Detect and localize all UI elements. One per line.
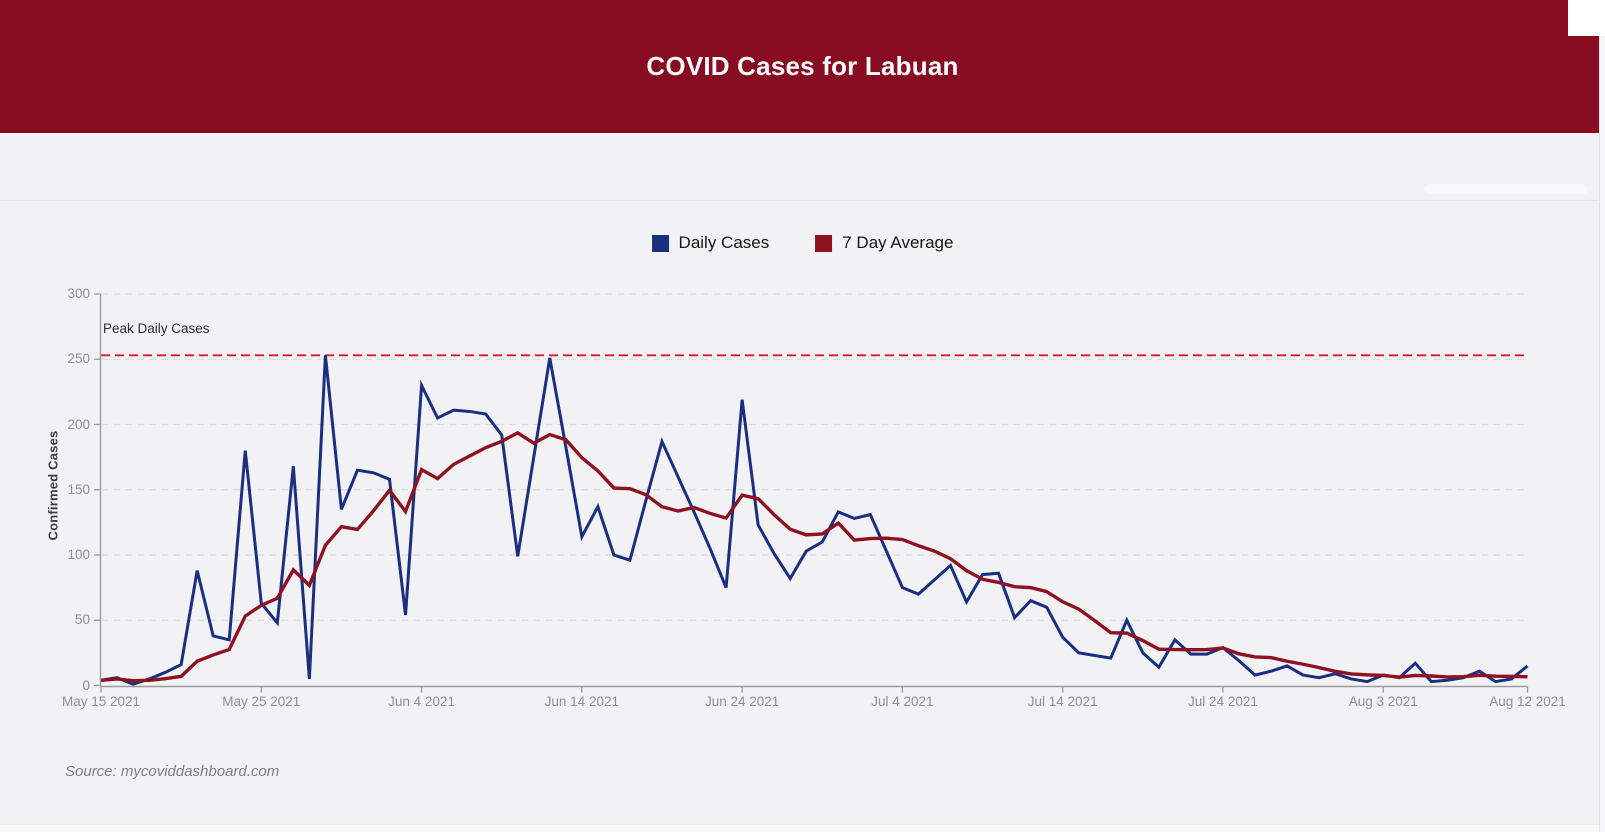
daily-cases-label: Daily Cases [678, 233, 770, 252]
peak-annotation-label: Peak Daily Cases [103, 321, 210, 336]
chart-legend: Daily Cases 7 Day Average [651, 233, 953, 253]
seven-day-average-label: 7 Day Average [842, 233, 954, 252]
bottom-divider [0, 824, 1599, 825]
y-tick-label: 200 [67, 416, 90, 432]
x-tick-label: Jun 14 2021 [544, 694, 619, 709]
daily-cases-line[interactable] [100, 355, 1529, 686]
x-tick-label: Jun 4 2021 [388, 694, 455, 709]
x-tick-label: Aug 3 2021 [1348, 694, 1418, 709]
daily-cases-swatch [651, 234, 669, 252]
legend-item-7-day-average[interactable]: 7 Day Average [815, 233, 953, 253]
y-tick-label: 0 [82, 677, 90, 693]
x-tick-label: May 25 2021 [222, 694, 301, 709]
legend-item-daily-cases[interactable]: Daily Cases [651, 233, 770, 253]
scrollbar-corner [1568, 0, 1605, 36]
x-tick-label: Jun 24 2021 [704, 694, 780, 709]
seven-day-average-line[interactable] [100, 430, 1528, 683]
x-tick-label: May 15 2021 [61, 694, 141, 709]
x-tick-label: Jul 4 2021 [871, 694, 934, 709]
y-tick-label: 250 [67, 351, 90, 367]
seven-day-average-swatch [815, 234, 833, 252]
header-banner: COVID Cases for Labuan [0, 0, 1605, 133]
source-caption: Source: mycoviddashboard.com [65, 763, 280, 780]
bottom-strip [0, 825, 1599, 832]
y-tick-label: 150 [67, 481, 90, 497]
x-tick-label: Aug 12 2021 [1489, 694, 1566, 709]
toolbar-placeholder [1424, 184, 1588, 194]
x-tick-label: Jul 14 2021 [1027, 694, 1098, 709]
y-tick-label: 100 [67, 547, 90, 562]
x-tick-label: Jul 24 2021 [1188, 694, 1258, 709]
right-scrollbar-track[interactable] [1599, 36, 1605, 832]
y-tick-label: 300 [67, 286, 90, 301]
page-title: COVID Cases for Labuan [646, 51, 959, 81]
header-divider [0, 200, 1599, 201]
y-tick-label: 50 [74, 612, 90, 628]
